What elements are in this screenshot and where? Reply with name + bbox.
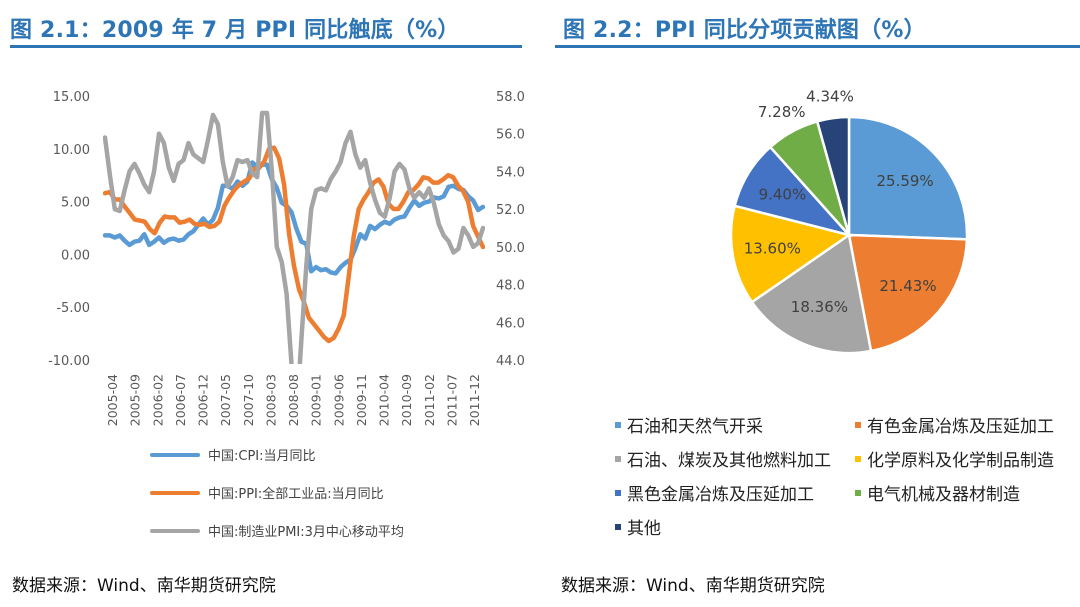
x-tick-label: 2011-07 [444,374,459,426]
pie-slice [750,232,873,355]
pie-legend-swatch [615,524,621,530]
pie-legend-item-electrical: 电气机械及器材制造 [855,480,1020,505]
pie-legend-swatch [615,422,621,428]
series-line-pmi [103,110,485,364]
pie-data-label: 25.59% [876,172,933,190]
pie-legend-swatch [615,456,621,462]
left-title-rule [10,45,522,48]
right-source: 数据来源：Wind、南华期货研究院 [561,576,825,596]
right-panel: 图 2.2：PPI 同比分项贡献图（%） 25.59% 21.43% 18.36% 1… [555,0,1080,607]
pie-legend-item-oil-gas: 石油和天然气开采 [615,412,763,437]
x-tick-label: 2008-03 [263,374,278,426]
pie-data-label: 18.36% [791,298,848,316]
pie-legend-label: 电气机械及器材制造 [867,485,1020,505]
pie-legend-item-other: 其他 [615,514,661,539]
x-tick-label: 2011-02 [422,374,437,426]
x-tick-label: 2006-02 [150,374,165,426]
y-right-tick-label: 46.0 [496,316,525,331]
x-tick-label: 2010-09 [399,374,414,426]
pie-legend-label: 有色金属冶炼及压延加工 [867,417,1054,437]
pie-data-label: 21.43% [879,277,936,295]
y-right-tick-label: 50.0 [496,241,525,256]
x-tick-label: 2009-06 [331,374,346,426]
x-tick-label: 2011-12 [467,374,482,426]
pie-slice [847,233,969,353]
pie-legend-item-fuel: 石油、煤炭及其他燃料加工 [615,446,831,471]
pie-legend-label: 石油、煤炭及其他燃料加工 [627,451,831,471]
x-tick-label: 2008-08 [286,374,301,426]
y-left-tick-label: 0.00 [61,248,90,263]
left-panel: 图 2.1：2009 年 7 月 PPI 同比触底（%） 15.00 10.00 5… [0,0,530,607]
pie-legend-item-chemical: 化学原料及化学制品制造 [855,446,1054,471]
pie-slice [815,115,851,236]
y-right-tick-label: 54.0 [496,165,525,180]
x-tick-label: 2007-10 [241,374,256,426]
y-right-tick-label: 44.0 [496,354,525,369]
pie-chart: 25.59% 21.43% 18.36% 13.60% 9.40% 7.28%4.34% [729,87,969,355]
x-tick-label: 2006-07 [173,374,188,426]
pie-legend-swatch [855,422,861,428]
pie-legend-swatch [855,490,861,496]
left-chart-title: 图 2.1：2009 年 7 月 PPI 同比触底（%） [10,18,460,43]
legend-label-pmi: 中国:制造业PMI:3月中心移动平均 [208,525,404,540]
pie-legend-label: 石油和天然气开采 [627,417,763,437]
pie-data-label: 13.60% [744,240,801,258]
y-right-tick-label: 52.0 [496,203,525,218]
line-chart: 15.00 10.00 5.00 0.00 -5.00 -10.00 58.0 56.0 54.… [48,90,525,426]
legend-label-cpi: 中国:CPI:当月同比 [208,449,316,464]
legend-swatch-pmi [150,529,200,533]
pie-legend-label: 化学原料及化学制品制造 [867,451,1054,471]
pie-legend-swatch [855,456,861,462]
legend-swatch-ppi [150,491,200,495]
y-right-tick-label: 48.0 [496,279,525,294]
series-line-ppi [103,145,485,344]
x-tick-label: 2009-11 [354,374,369,426]
right-title-rule [555,45,1080,48]
legend-swatch-cpi [150,453,200,457]
left-source: 数据来源：Wind、南华期货研究院 [12,576,276,596]
pie-data-label: 7.28% [758,103,806,121]
pie-legend-item-ferrous: 黑色金属冶炼及压延加工 [615,480,814,505]
pie-data-label: 4.34% [806,87,854,105]
pie-slice [729,204,852,304]
x-tick-label: 2005-04 [105,374,120,426]
y-left-tick-label: 5.00 [61,196,90,211]
y-left-tick-label: -10.00 [48,354,90,369]
x-tick-label: 2009-01 [309,374,324,426]
x-tick-label: 2007-05 [218,374,233,426]
y-left-tick-label: 15.00 [53,90,90,105]
right-chart-title: 图 2.2：PPI 同比分项贡献图（%） [563,18,926,43]
y-right-tick-label: 58.0 [496,90,525,105]
pie-legend-swatch [615,490,621,496]
pie-legend-label: 黑色金属冶炼及压延加工 [627,485,814,505]
x-tick-label: 2006-12 [196,374,211,426]
y-left-tick-label: -5.00 [56,301,90,316]
y-right-tick-label: 56.0 [496,128,525,143]
pie-slice [847,115,969,241]
x-tick-label: 2010-04 [377,374,392,426]
legend-label-ppi: 中国:PPI:全部工业品:当月同比 [208,487,384,502]
series-line-cpi [103,160,485,276]
pie-legend-item-nonferrous: 有色金属冶炼及压延加工 [855,412,1054,437]
x-tick-label: 2005-09 [128,374,143,426]
pie-legend-label: 其他 [627,519,661,539]
y-left-tick-label: 10.00 [53,143,90,158]
pie-data-label: 9.40% [759,186,807,204]
